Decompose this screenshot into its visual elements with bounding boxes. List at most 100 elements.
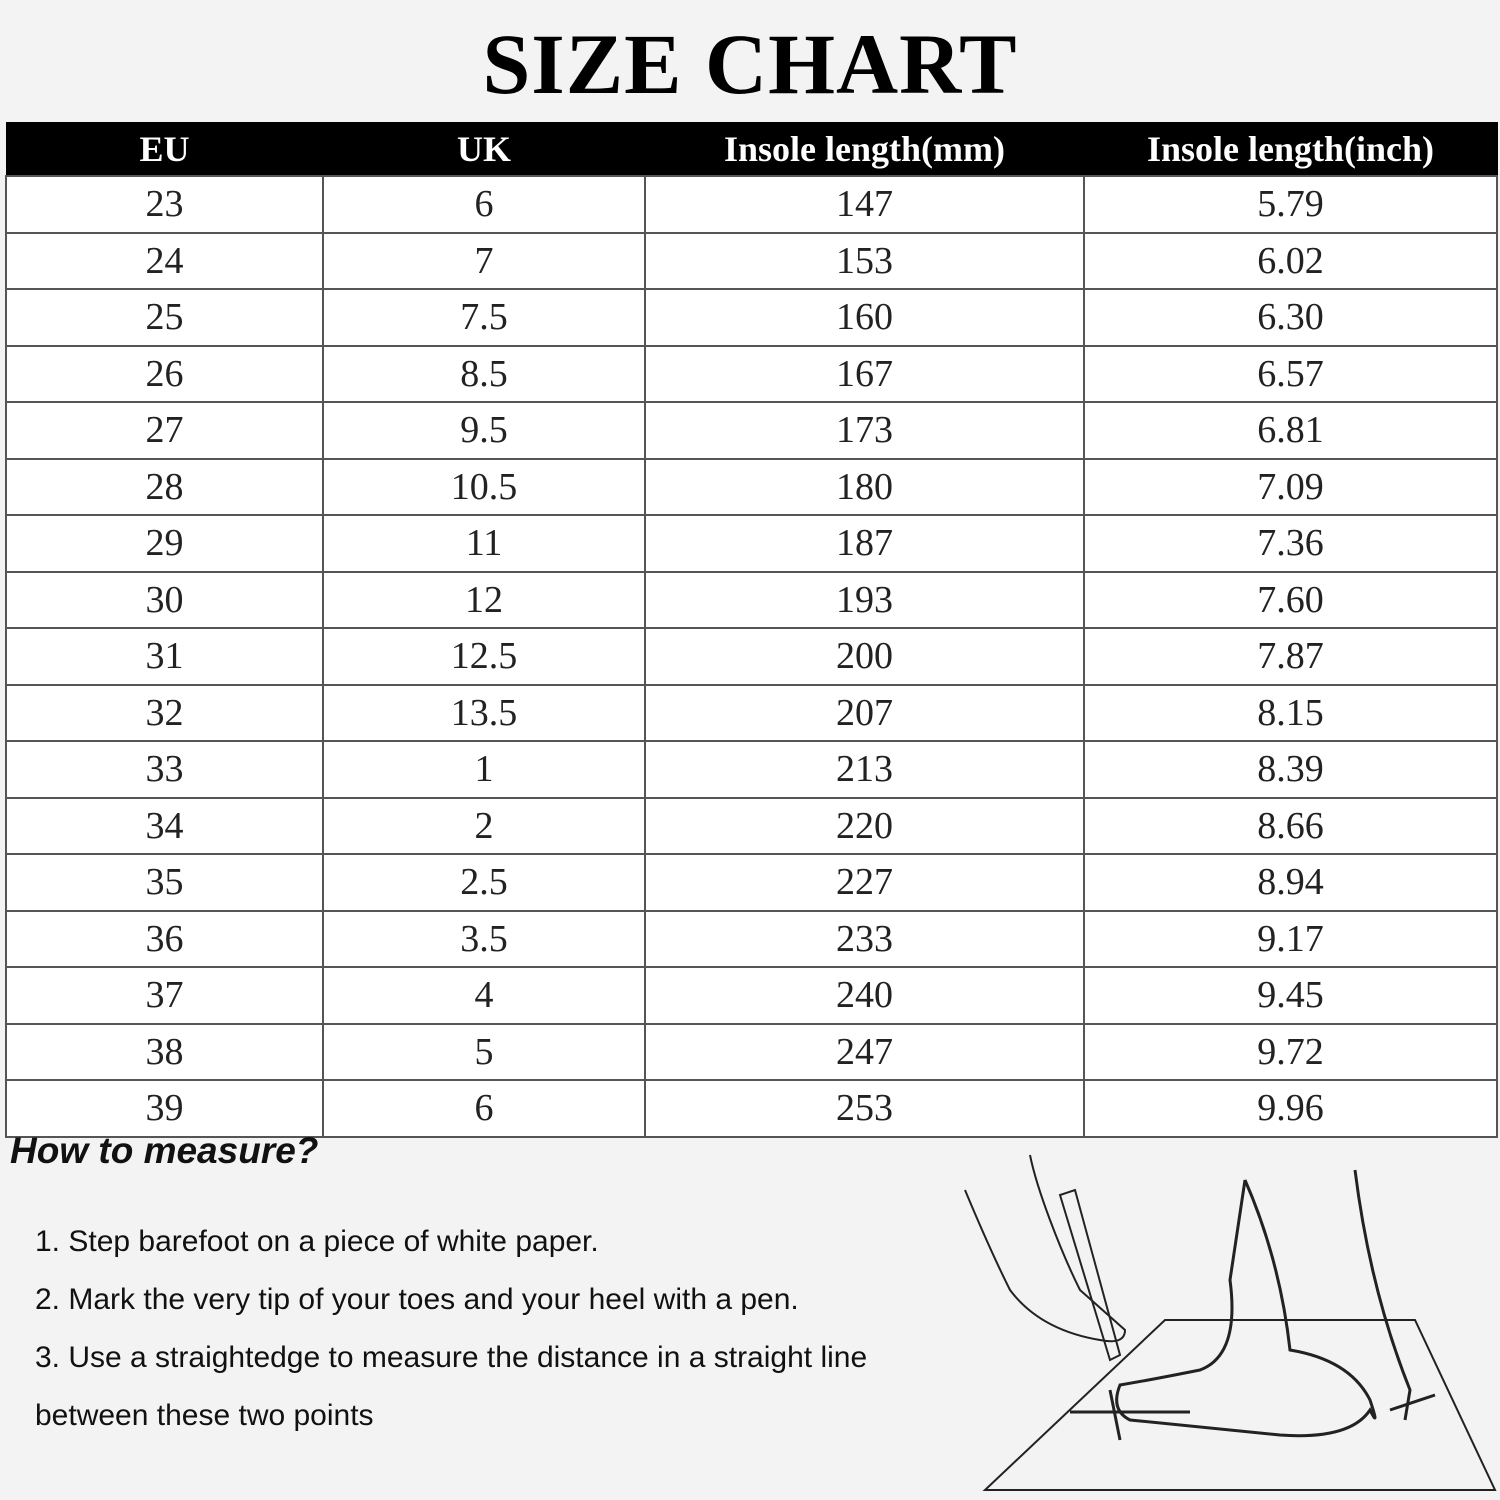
table-row: 31 12.5 200 7.87 — [5, 627, 1498, 686]
table-cell: 7.36 — [1083, 514, 1498, 573]
table-cell: 9.45 — [1083, 966, 1498, 1025]
table-cell: 240 — [644, 966, 1085, 1025]
table-header-row: EU UK Insole length(mm) Insole length(inch) — [5, 122, 1498, 177]
table-cell: 34 — [5, 796, 324, 855]
table-cell: 2 — [322, 796, 646, 855]
foot-measuring-illustration — [964, 1154, 1497, 1491]
table-cell: 4 — [322, 966, 646, 1025]
table-cell: 7.09 — [1083, 457, 1498, 516]
table-cell: 3.5 — [322, 909, 646, 968]
table-cell: 7.5 — [322, 288, 646, 347]
table-cell: 8.94 — [1083, 853, 1498, 912]
table-row: 27 9.5 173 6.81 — [5, 401, 1498, 460]
table-cell: 24 — [5, 231, 324, 290]
table-cell: 27 — [5, 401, 324, 460]
column-header: EU — [5, 122, 324, 177]
paper-outline — [982, 1319, 1497, 1491]
table-cell: 9.5 — [322, 401, 646, 460]
table-cell: 35 — [5, 853, 324, 912]
table-cell: 29 — [5, 514, 324, 573]
table-cell: 7.87 — [1083, 627, 1498, 686]
table-cell: 25 — [5, 288, 324, 347]
table-cell: 6.81 — [1083, 401, 1498, 460]
table-cell: 30 — [5, 570, 324, 629]
table-cell: 6 — [322, 175, 646, 234]
table-row: 35 2.5 227 8.94 — [5, 853, 1498, 912]
table-cell: 26 — [5, 344, 324, 403]
pen-icon — [1058, 1188, 1122, 1362]
table-cell: 38 — [5, 1022, 324, 1081]
table-cell: 9.17 — [1083, 909, 1498, 968]
leg-outline — [1115, 1179, 1377, 1438]
table-cell: 9.72 — [1083, 1022, 1498, 1081]
table-cell: 153 — [644, 231, 1085, 290]
table-cell: 1 — [322, 740, 646, 799]
table-cell: 13.5 — [322, 683, 646, 742]
table-row: 39 6 253 9.96 — [5, 1079, 1498, 1138]
table-row: 38 5 247 9.72 — [5, 1022, 1498, 1081]
table-cell: 6.57 — [1083, 344, 1498, 403]
table-row: 26 8.5 167 6.57 — [5, 344, 1498, 403]
step-3-continued: between these two points — [35, 1399, 374, 1432]
table-cell: 207 — [644, 683, 1085, 742]
table-cell: 187 — [644, 514, 1085, 573]
table-row: 23 6 147 5.79 — [5, 175, 1498, 234]
table-cell: 23 — [5, 175, 324, 234]
table-cell: 12 — [322, 570, 646, 629]
table-cell: 247 — [644, 1022, 1085, 1081]
table-cell: 173 — [644, 401, 1085, 460]
column-header: UK — [322, 122, 646, 177]
table-cell: 8.66 — [1083, 796, 1498, 855]
table-row: 30 12 193 7.60 — [5, 570, 1498, 629]
table-cell: 9.96 — [1083, 1079, 1498, 1138]
table-cell: 6.30 — [1083, 288, 1498, 347]
table-row: 29 11 187 7.36 — [5, 514, 1498, 573]
table-cell: 37 — [5, 966, 324, 1025]
table-cell: 193 — [644, 570, 1085, 629]
table-cell: 7.60 — [1083, 570, 1498, 629]
table-row: 34 2 220 8.66 — [5, 796, 1498, 855]
table-cell: 31 — [5, 627, 324, 686]
table-cell: 10.5 — [322, 457, 646, 516]
table-cell: 213 — [644, 740, 1085, 799]
table-cell: 147 — [644, 175, 1085, 234]
column-header: Insole length(mm) — [644, 122, 1085, 177]
table-cell: 32 — [5, 683, 324, 742]
table-cell: 160 — [644, 288, 1085, 347]
back-leg-line — [1353, 1169, 1412, 1421]
table-cell: 6.02 — [1083, 231, 1498, 290]
table-row: 25 7.5 160 6.30 — [5, 288, 1498, 347]
table-cell: 2.5 — [322, 853, 646, 912]
hand-outline — [964, 1154, 1127, 1343]
table-row: 24 7 153 6.02 — [5, 231, 1498, 290]
table-row: 33 1 213 8.39 — [5, 740, 1498, 799]
table-cell: 11 — [322, 514, 646, 573]
table-cell: 7 — [322, 231, 646, 290]
table-cell: 233 — [644, 909, 1085, 968]
size-chart-table: EU UK Insole length(mm) Insole length(inch)… — [5, 122, 1498, 1138]
heel-mark — [1389, 1393, 1436, 1412]
step-3: 3. Use a straightedge to measure the dis… — [35, 1341, 868, 1374]
table-cell: 8.39 — [1083, 740, 1498, 799]
column-header: Insole length(inch) — [1083, 122, 1498, 177]
table-cell: 33 — [5, 740, 324, 799]
table-cell: 220 — [644, 796, 1085, 855]
table-cell: 5.79 — [1083, 175, 1498, 234]
how-to-measure-heading: How to measure? — [10, 1130, 319, 1171]
table-row: 32 13.5 207 8.15 — [5, 683, 1498, 742]
table-cell: 28 — [5, 457, 324, 516]
table-cell: 12.5 — [322, 627, 646, 686]
page-title: SIZE CHART — [482, 16, 1018, 112]
table-cell: 6 — [322, 1079, 646, 1138]
step-2: 2. Mark the very tip of your toes and yo… — [35, 1283, 799, 1316]
table-row: 28 10.5 180 7.09 — [5, 457, 1498, 516]
toe-mark — [1070, 1389, 1190, 1441]
table-cell: 200 — [644, 627, 1085, 686]
table-row: 36 3.5 233 9.17 — [5, 909, 1498, 968]
table-row: 37 4 240 9.45 — [5, 966, 1498, 1025]
table-cell: 8.15 — [1083, 683, 1498, 742]
table-cell: 36 — [5, 909, 324, 968]
table-cell: 39 — [5, 1079, 324, 1138]
table-cell: 180 — [644, 457, 1085, 516]
step-1: 1. Step barefoot on a piece of white pap… — [35, 1225, 599, 1258]
